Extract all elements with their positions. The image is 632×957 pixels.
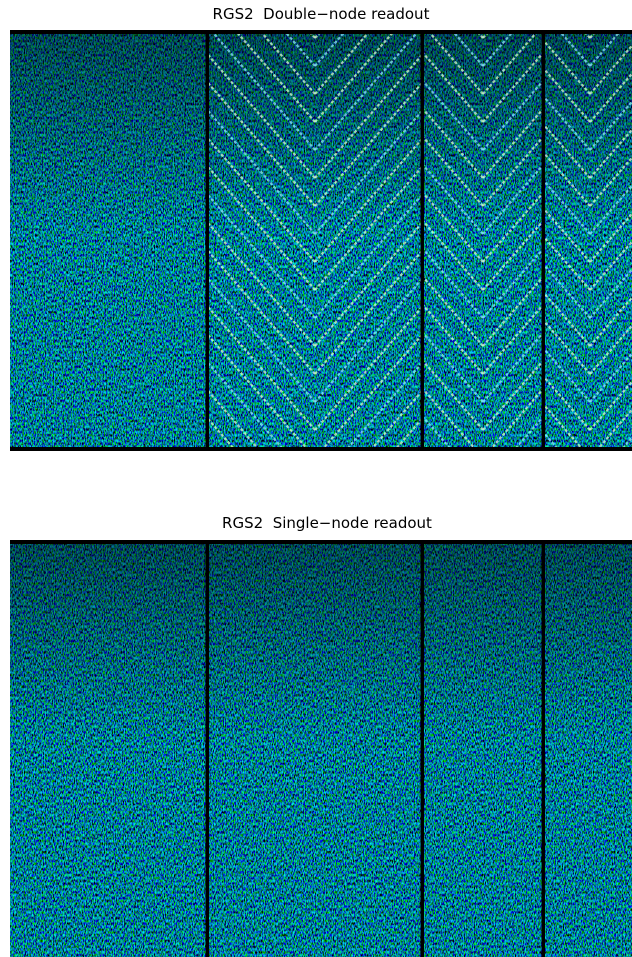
image-shade [10,30,632,230]
image-shade [10,540,632,740]
detector-image [10,540,632,957]
column-gap [421,540,425,957]
column-gap [206,540,210,957]
panel-title: RGS2 Single−node readout [222,514,432,532]
top-edge [10,30,632,34]
stripe [590,0,632,10]
page: RGS2 Double−node readout RGS2 Single−nod… [0,0,632,957]
top-edge [10,540,632,544]
column-gap [542,30,546,451]
column-gap [542,540,546,957]
panel-title: RGS2 Double−node readout [213,5,430,23]
bottom-edge [10,447,632,451]
column-gap [206,30,210,451]
column-gap [421,30,425,451]
stripe [483,0,632,10]
figure: RGS2 Double−node readout RGS2 Single−nod… [0,0,632,957]
